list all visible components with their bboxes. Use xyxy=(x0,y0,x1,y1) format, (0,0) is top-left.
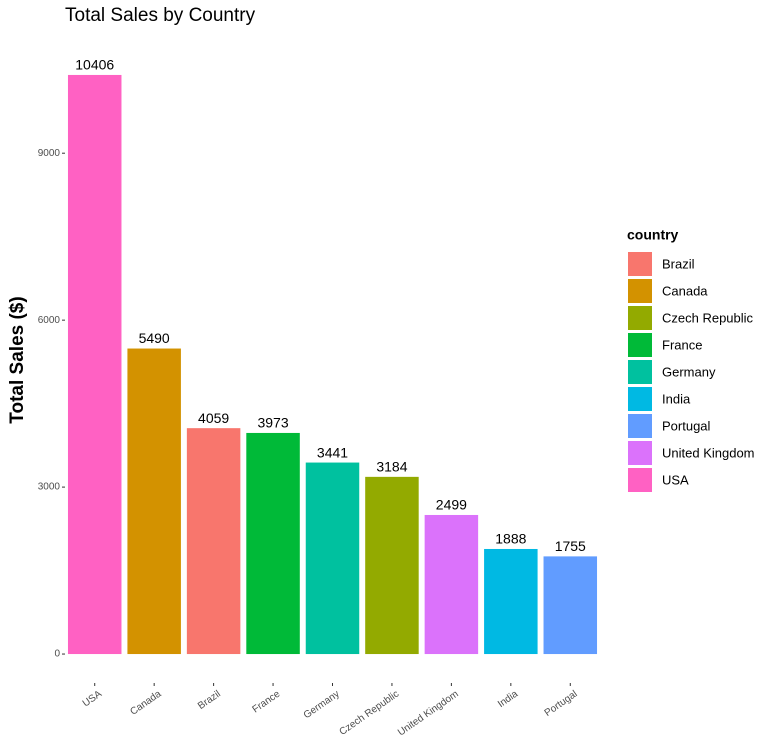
bar xyxy=(424,514,479,655)
legend-key xyxy=(628,333,652,357)
legend-label: Brazil xyxy=(662,256,695,271)
legend-title: country xyxy=(627,227,679,243)
x-tick-label: France xyxy=(250,688,282,715)
y-tick-label: 9000 xyxy=(38,148,61,159)
legend-key xyxy=(628,252,652,276)
legend-key xyxy=(628,414,652,438)
bar xyxy=(186,428,241,655)
value-label: 4059 xyxy=(198,410,229,426)
legend-label: Canada xyxy=(662,283,708,298)
y-tick-label: 3000 xyxy=(38,482,61,493)
x-tick-label: Brazil xyxy=(196,689,223,712)
value-label: 1755 xyxy=(555,538,586,554)
chart-title: Total Sales by Country xyxy=(65,5,256,26)
bar xyxy=(365,476,419,655)
legend-key xyxy=(628,441,652,465)
x-tick-label: India xyxy=(496,688,520,710)
legend-key xyxy=(628,468,652,492)
legend-label: Germany xyxy=(662,364,716,379)
value-label: 3973 xyxy=(257,415,288,431)
x-tick-label: Portugal xyxy=(543,689,580,719)
legend-label: United Kingdom xyxy=(662,445,755,460)
legend-key xyxy=(628,306,652,330)
legend-label: Czech Republic xyxy=(662,310,754,325)
bar xyxy=(67,74,122,655)
x-tick-label: Germany xyxy=(302,689,342,722)
y-tick-label: 6000 xyxy=(38,315,61,326)
legend-label: France xyxy=(662,337,702,352)
bar xyxy=(246,432,300,655)
x-tick-label: Czech Republic xyxy=(337,689,401,738)
bar xyxy=(543,556,598,655)
value-label: 3184 xyxy=(376,459,407,475)
value-label: 10406 xyxy=(75,57,114,73)
value-label: 5490 xyxy=(139,330,170,346)
legend-label: USA xyxy=(662,472,689,487)
legend-key xyxy=(628,387,652,411)
legend-key xyxy=(628,279,652,303)
bar xyxy=(484,548,538,655)
bar xyxy=(305,462,360,655)
x-tick-label: Canada xyxy=(128,688,163,717)
bar xyxy=(127,348,181,655)
value-label: 1888 xyxy=(495,531,526,547)
y-axis-label: Total Sales ($) xyxy=(7,296,28,423)
legend-key xyxy=(628,360,652,384)
value-label: 3441 xyxy=(317,444,348,460)
x-tick-label: United Kingdom xyxy=(396,689,461,739)
legend-label: India xyxy=(662,391,691,406)
y-tick-label: 0 xyxy=(54,649,60,660)
value-label: 2499 xyxy=(436,497,467,513)
legend-label: Portugal xyxy=(662,418,711,433)
x-tick-label: USA xyxy=(81,688,104,709)
